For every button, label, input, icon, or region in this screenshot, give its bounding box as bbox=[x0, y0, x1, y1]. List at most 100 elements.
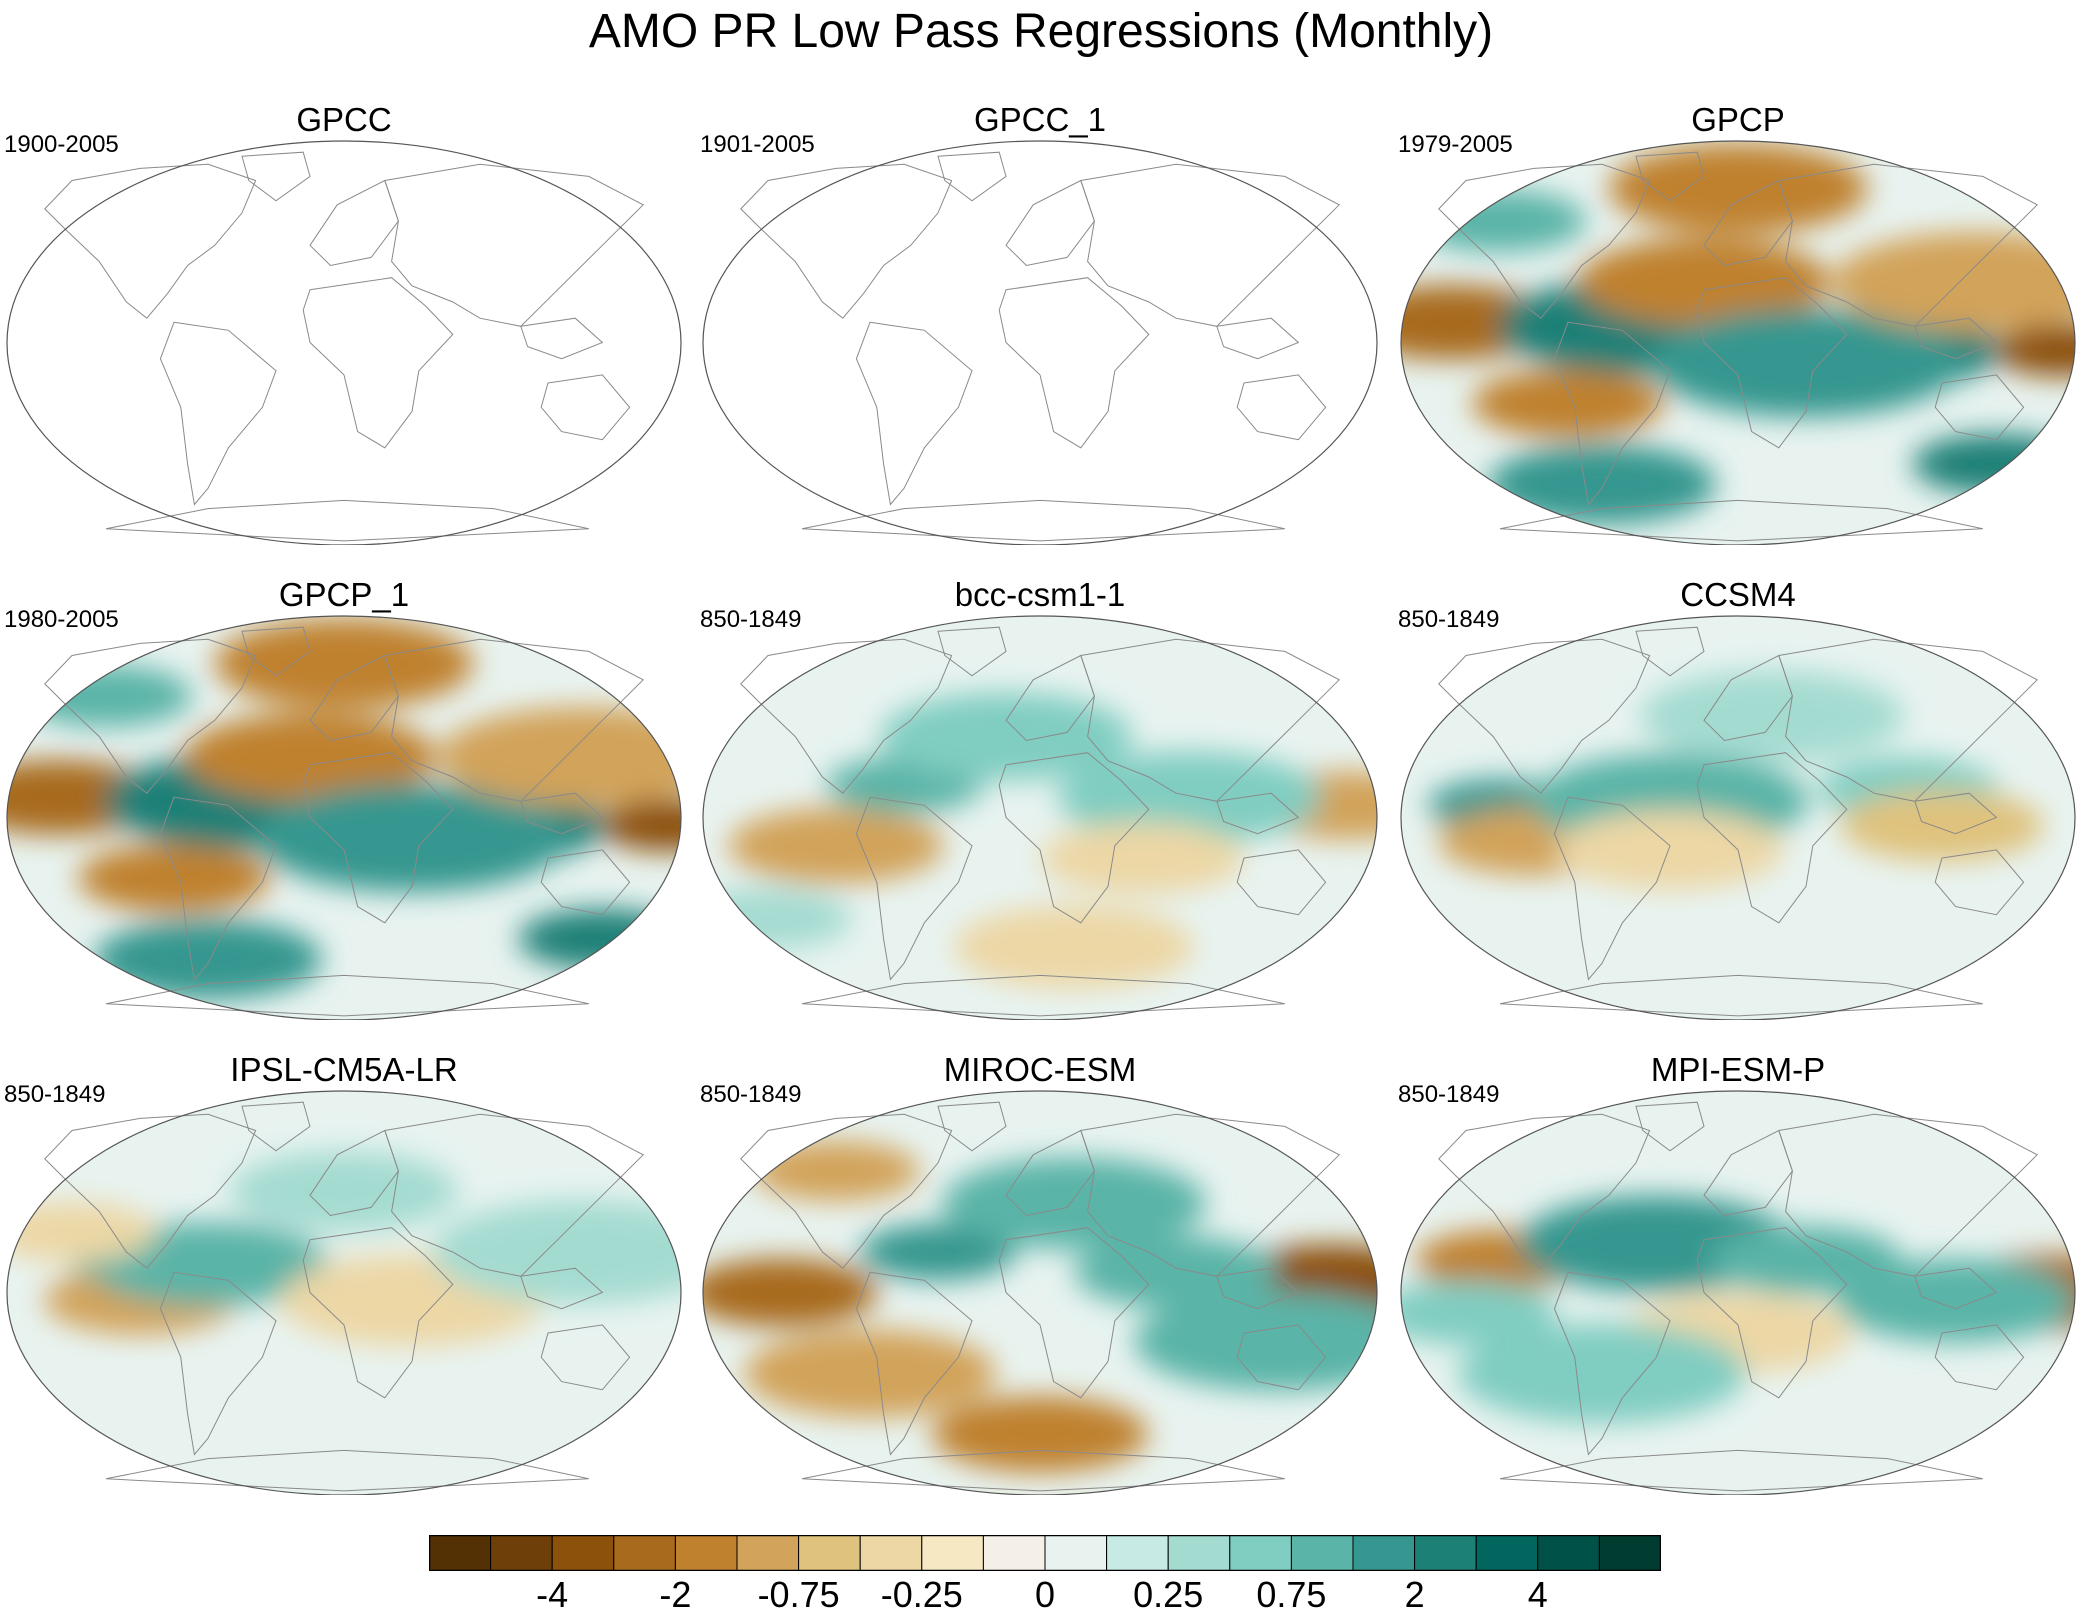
panel-period: 850-1849 bbox=[700, 606, 802, 633]
anomaly-region bbox=[184, 712, 436, 801]
colorbar-label: 0.25 bbox=[1133, 1574, 1204, 1615]
world-map bbox=[702, 1090, 1378, 1495]
anomaly-region bbox=[304, 180, 587, 278]
anomaly-region bbox=[108, 336, 377, 430]
precip-field bbox=[7, 616, 681, 1020]
anomaly-region bbox=[1835, 1258, 2075, 1343]
panel-ccsm4: CCSM4 850-1849 bbox=[1398, 575, 2078, 1020]
colorbar-swatch bbox=[1106, 1535, 1169, 1571]
coastline-antarctica bbox=[1499, 499, 1983, 542]
colorbar-label: -0.25 bbox=[880, 1574, 963, 1615]
precip-field bbox=[703, 616, 1377, 1020]
panel-period: 850-1849 bbox=[4, 1081, 106, 1108]
coastlines bbox=[44, 1101, 645, 1492]
precip-field bbox=[700, 140, 1380, 545]
coastline-africa bbox=[998, 1227, 1150, 1399]
world-map bbox=[702, 615, 1378, 1020]
panel-period: 850-1849 bbox=[1398, 606, 1500, 633]
panel-period: 850-1849 bbox=[1398, 1081, 1500, 1108]
coastline-asia bbox=[384, 163, 645, 327]
colorbar-swatch bbox=[736, 1535, 800, 1571]
colorbar bbox=[429, 1535, 1661, 1571]
coastlines bbox=[740, 1101, 1341, 1492]
coastline-south-america bbox=[855, 321, 973, 506]
panel-title: GPCC_1 bbox=[973, 101, 1107, 138]
coastline-maritime-asia bbox=[1914, 317, 1998, 360]
anomaly-region bbox=[1134, 1291, 1377, 1392]
colorbar-swatch bbox=[429, 1535, 492, 1571]
panel-period: 1980-2005 bbox=[4, 606, 119, 633]
coastline-africa bbox=[302, 752, 454, 924]
coastline-africa bbox=[998, 752, 1150, 924]
anomaly-region bbox=[1992, 324, 2075, 377]
coastline-antarctica bbox=[1499, 974, 1983, 1017]
anomaly-region bbox=[1710, 1226, 1902, 1295]
coastline-south-america bbox=[855, 796, 973, 981]
anomaly-region bbox=[896, 272, 1184, 372]
coastline-europe bbox=[1005, 179, 1095, 267]
coastlines bbox=[44, 626, 645, 1017]
anomaly-region bbox=[1578, 237, 1830, 326]
coastline-south-america bbox=[855, 1271, 973, 1456]
colorbar-swatch bbox=[1290, 1535, 1354, 1571]
anomaly-region bbox=[1458, 1323, 1746, 1424]
anomaly-region bbox=[880, 692, 1132, 781]
colorbar-swatch bbox=[1229, 1535, 1292, 1571]
anomaly-region bbox=[1488, 444, 1716, 525]
coastline-maritime-asia bbox=[1914, 1267, 1998, 1310]
coastline-europe bbox=[309, 179, 399, 267]
precip-field bbox=[703, 1091, 1377, 1495]
precip-field bbox=[7, 1091, 681, 1495]
world-map bbox=[6, 140, 684, 545]
panel-miroc-esm: MIROC-ESM 850-1849 bbox=[700, 1050, 1380, 1495]
anomaly-region bbox=[214, 618, 474, 709]
anomaly-region bbox=[942, 1157, 1206, 1250]
coastline-maritime-asia bbox=[1216, 317, 1300, 360]
coastline-australia bbox=[1236, 374, 1327, 441]
coastline-antarctica bbox=[105, 1449, 589, 1492]
map-border bbox=[702, 140, 1378, 545]
coastline-greenland bbox=[241, 1101, 311, 1152]
coastline-greenland bbox=[937, 626, 1007, 677]
colorbar-label: -2 bbox=[659, 1574, 692, 1615]
map-border bbox=[1400, 140, 2076, 545]
world-map bbox=[1400, 615, 2076, 1020]
panel-gpcc: GPCC 1900-2005 bbox=[4, 100, 684, 545]
anomaly-region bbox=[703, 1258, 878, 1327]
coastline-australia bbox=[540, 849, 631, 916]
figure-title: AMO PR Low Pass Regressions (Monthly) bbox=[588, 5, 1494, 58]
coastlines bbox=[1438, 1101, 2039, 1492]
colorbar-border bbox=[429, 1535, 1661, 1571]
coastline-greenland bbox=[1635, 151, 1705, 202]
panel-mpi-esm-p: MPI-ESM-P 850-1849 bbox=[1398, 1050, 2078, 1495]
colorbar-swatch bbox=[859, 1535, 923, 1571]
map-border bbox=[6, 615, 682, 1020]
anomaly-region bbox=[74, 238, 206, 286]
anomaly-region bbox=[1640, 670, 1904, 763]
coastline-australia bbox=[1236, 1324, 1327, 1391]
coastline-south-america bbox=[1553, 321, 1671, 506]
panel-title: GPCC bbox=[296, 101, 392, 138]
coastline-south-america bbox=[159, 796, 277, 981]
anomaly-region bbox=[752, 1141, 920, 1201]
colorbar-label: 0 bbox=[1034, 1574, 1056, 1615]
world-map bbox=[1400, 1090, 2076, 1495]
coastline-maritime-asia bbox=[520, 317, 604, 360]
map-border bbox=[6, 140, 682, 545]
anomaly-region bbox=[376, 328, 684, 438]
anomaly-region bbox=[1912, 434, 2075, 494]
colorbar-label: 2 bbox=[1404, 1574, 1425, 1615]
coastline-south-america bbox=[1553, 1271, 1671, 1456]
colorbar-swatch bbox=[1598, 1535, 1661, 1571]
coastlines bbox=[1438, 151, 2039, 542]
world-map bbox=[6, 615, 682, 1020]
coastline-greenland bbox=[937, 151, 1007, 202]
anomaly-region bbox=[230, 1151, 458, 1232]
anomaly-region bbox=[932, 1396, 1148, 1473]
colorbar-swatch bbox=[551, 1535, 615, 1571]
colorbar-swatch bbox=[1352, 1535, 1416, 1571]
coastline-maritime-asia bbox=[520, 1267, 604, 1310]
coastline-maritime-asia bbox=[1216, 1267, 1300, 1310]
coastline-asia bbox=[1080, 163, 1341, 327]
coastline-australia bbox=[1934, 374, 2025, 441]
